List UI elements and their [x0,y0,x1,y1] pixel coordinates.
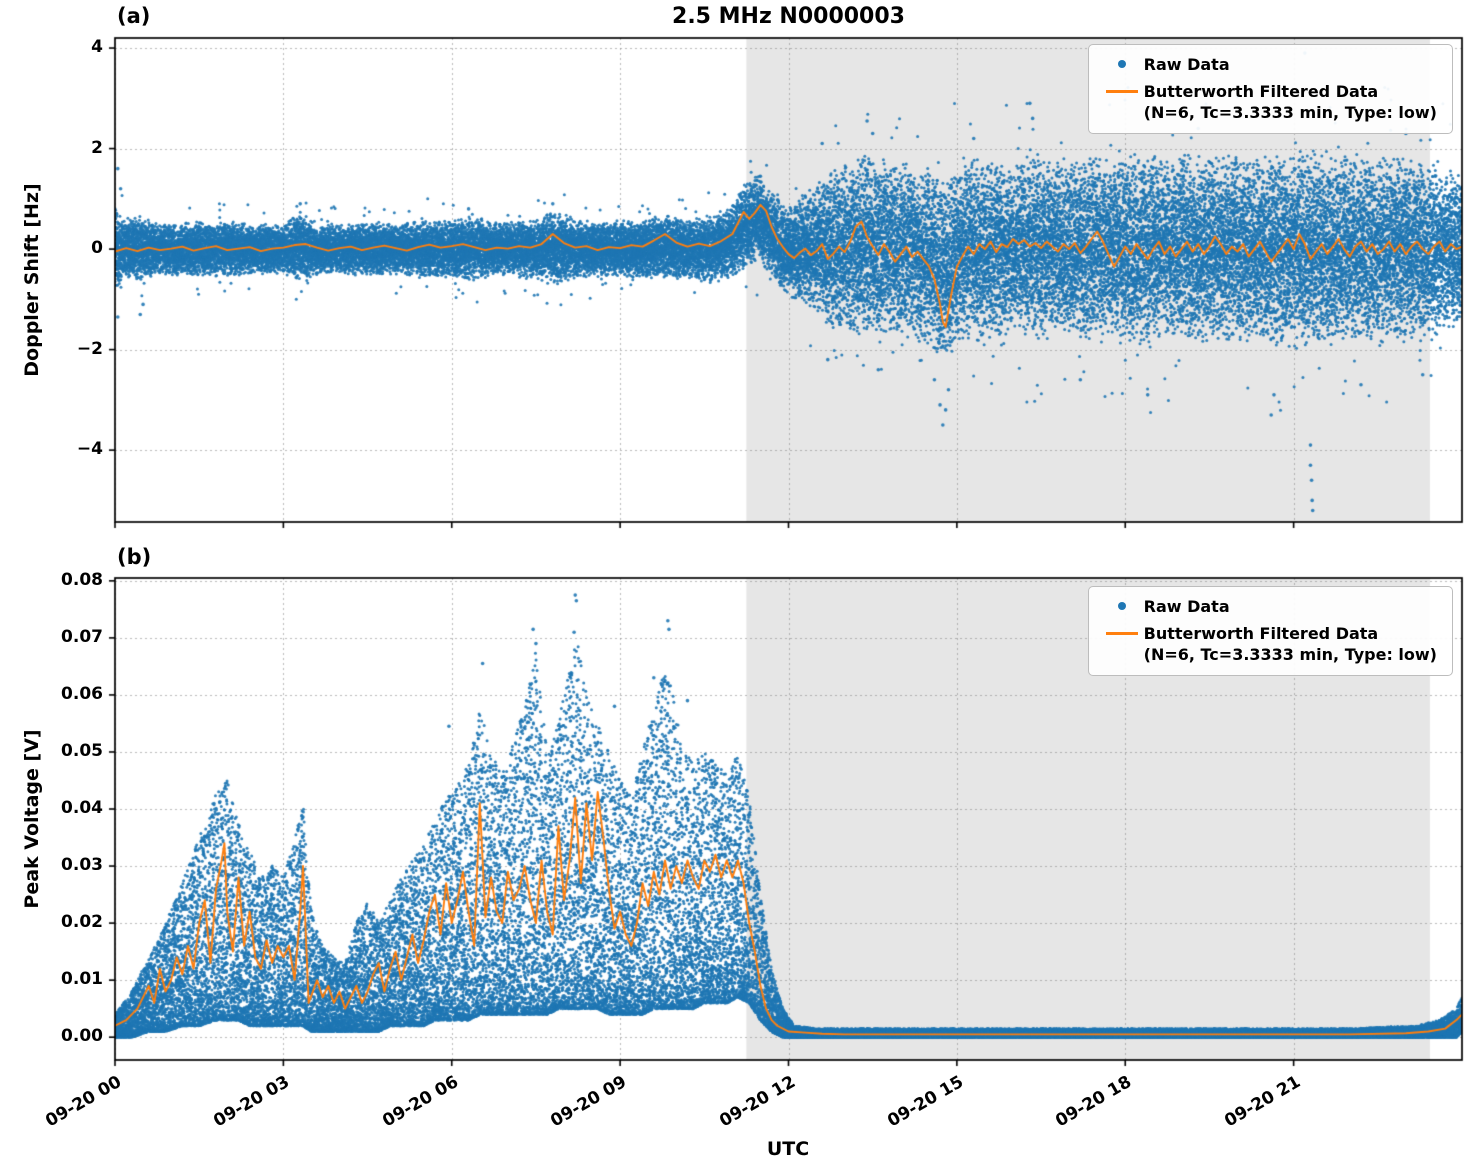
raw-data-dot-icon [1100,54,1144,68]
legend-raw-label: Raw Data [1143,597,1230,616]
filtered-line-icon [1100,623,1144,635]
legend-entry-filtered: Butterworth Filtered Data (N=6, Tc=3.333… [1100,81,1437,124]
legend-panel-a: Raw Data Butterworth Filtered Data (N=6,… [1087,44,1453,134]
filtered-line-icon [1100,81,1144,93]
chart-title: 2.5 MHz N0000003 [672,4,905,29]
legend-panel-b: Raw Data Butterworth Filtered Data (N=6,… [1087,586,1453,676]
raw-data-dot-icon [1100,596,1144,610]
legend-filtered-label: Butterworth Filtered Data [1143,623,1379,643]
legend-filtered-sublabel: (N=6, Tc=3.3333 min, Type: low) [1143,645,1437,665]
legend-entry-filtered: Butterworth Filtered Data (N=6, Tc=3.333… [1100,623,1437,666]
x-axis-label: UTC [766,1138,810,1160]
legend-filtered-sublabel: (N=6, Tc=3.3333 min, Type: low) [1143,103,1437,123]
y-axis-label-a: Doppler Shift [Hz] [21,183,43,377]
legend-entry-raw: Raw Data [1100,54,1437,76]
panel-b-label: (b) [117,545,152,569]
legend-entry-raw: Raw Data [1100,596,1437,618]
y-axis-label-b: Peak Voltage [V] [21,729,43,909]
legend-raw-label: Raw Data [1143,55,1230,74]
legend-filtered-label: Butterworth Filtered Data [1143,81,1379,101]
panel-a-label: (a) [117,4,151,28]
